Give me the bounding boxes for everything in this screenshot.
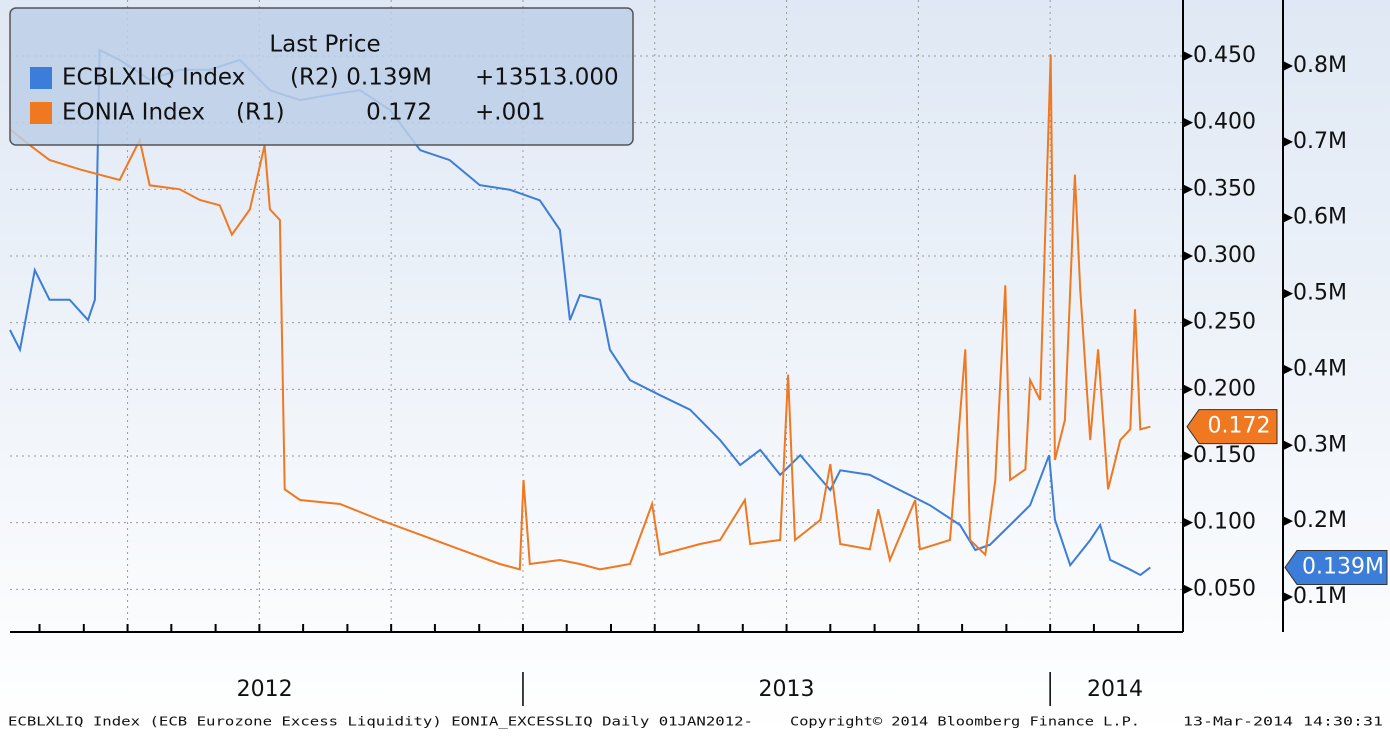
y-tick bbox=[1183, 117, 1193, 128]
y-tick bbox=[1183, 384, 1193, 395]
legend-swatch bbox=[30, 102, 52, 124]
year-label: 2013 bbox=[759, 677, 815, 702]
y2-tick bbox=[1283, 592, 1293, 603]
legend-box bbox=[9, 7, 634, 146]
y2-tick-label: 0.8M bbox=[1293, 53, 1347, 78]
y-tick-label: 0.150 bbox=[1193, 443, 1256, 468]
last-price-label: 0.139M bbox=[1302, 554, 1384, 579]
legend-change: +13513.000 bbox=[475, 65, 619, 91]
legend-axis: (R2) bbox=[290, 65, 339, 91]
y2-tick-label: 0.5M bbox=[1293, 281, 1347, 306]
y-tick bbox=[1183, 184, 1193, 195]
last-price-badge bbox=[1284, 549, 1388, 585]
legend-name: ECBLXLIQ Index bbox=[62, 65, 245, 91]
y-tick-label: 0.300 bbox=[1193, 243, 1256, 268]
y-tick bbox=[1183, 51, 1193, 61]
y2-tick bbox=[1283, 516, 1293, 527]
series-line bbox=[9, 54, 1151, 571]
legend-axis: (R1) bbox=[236, 100, 285, 126]
y2-tick-label: 0.2M bbox=[1293, 508, 1347, 533]
last-price-badge bbox=[1186, 409, 1278, 445]
y-tick-label: 0.200 bbox=[1193, 376, 1256, 401]
y2-tick-label: 0.6M bbox=[1293, 205, 1347, 230]
y-tick bbox=[1183, 517, 1193, 528]
y2-tick bbox=[1283, 364, 1293, 375]
y-tick-label: 0.250 bbox=[1193, 310, 1256, 335]
year-label: 2014 bbox=[1087, 677, 1143, 702]
y2-tick-label: 0.3M bbox=[1293, 432, 1347, 457]
y-tick bbox=[1183, 317, 1193, 328]
footer-text: Copyright© 2014 Bloomberg Finance L.P. bbox=[790, 714, 1140, 729]
legend-title: Last Price bbox=[269, 32, 380, 58]
y2-tick-label: 0.4M bbox=[1293, 356, 1347, 381]
y-tick-label: 0.100 bbox=[1193, 510, 1256, 535]
y-tick-label: 0.450 bbox=[1193, 43, 1256, 68]
y2-tick bbox=[1283, 440, 1293, 451]
y2-tick bbox=[1283, 288, 1293, 299]
legend-name: EONIA Index bbox=[62, 100, 205, 126]
y-tick-label: 0.400 bbox=[1193, 110, 1256, 135]
legend-last: 0.139M bbox=[346, 65, 432, 91]
y2-tick bbox=[1283, 212, 1293, 223]
year-label: 2012 bbox=[237, 677, 293, 702]
legend-last: 0.172 bbox=[366, 100, 432, 126]
footer-text: ECBLXLIQ Index (ECB Eurozone Excess Liqu… bbox=[8, 714, 753, 729]
y-tick bbox=[1183, 584, 1193, 595]
legend-swatch bbox=[30, 67, 52, 89]
last-price-label: 0.172 bbox=[1208, 414, 1271, 439]
y-tick-label: 0.350 bbox=[1193, 176, 1256, 201]
y-tick bbox=[1183, 251, 1193, 261]
y2-tick bbox=[1283, 136, 1293, 147]
y2-tick-label: 0.7M bbox=[1293, 129, 1347, 154]
y2-tick bbox=[1283, 60, 1293, 71]
y-tick bbox=[1183, 451, 1193, 461]
legend-change: +.001 bbox=[475, 100, 545, 126]
y-tick-label: 0.050 bbox=[1193, 576, 1256, 601]
y2-tick-label: 0.1M bbox=[1293, 584, 1347, 609]
footer-text: 13-Mar-2014 14:30:31 bbox=[1183, 714, 1383, 729]
